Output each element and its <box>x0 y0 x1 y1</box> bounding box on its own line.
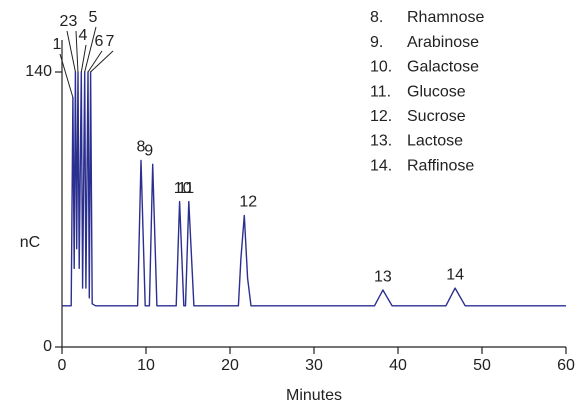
leader-line <box>87 50 103 73</box>
leader-line <box>80 44 87 73</box>
peak-label: 11 <box>178 180 195 197</box>
leader-line <box>59 53 74 98</box>
legend-number: 9. <box>370 34 383 51</box>
trace <box>62 71 566 307</box>
legend-number: 14. <box>370 157 392 174</box>
peak-label: 10 <box>174 180 192 197</box>
peak-label: 14 <box>446 266 464 283</box>
x-tick-label: 40 <box>389 357 407 374</box>
y-tick-label: 0 <box>43 338 52 355</box>
peak-label: 9 <box>144 143 153 160</box>
y-tick-label: 140 <box>25 63 52 80</box>
peak-label: 6 <box>95 33 104 50</box>
x-tick-label: 20 <box>221 357 239 374</box>
x-tick-label: 50 <box>473 357 491 374</box>
legend-name: Raffinose <box>407 157 474 174</box>
legend-name: Lactose <box>407 133 463 150</box>
leader-line <box>84 26 97 73</box>
peak-label: 5 <box>89 9 98 26</box>
legend-number: 10. <box>370 59 392 76</box>
x-tick-label: 10 <box>137 357 155 374</box>
peak-label: 2 <box>60 13 69 30</box>
leader-line <box>66 30 76 73</box>
leader-line <box>90 50 114 73</box>
legend-name: Rhamnose <box>407 9 484 26</box>
x-tick-label: 60 <box>557 357 575 374</box>
peak-label: 12 <box>239 194 257 211</box>
x-axis-title: Minutes <box>286 387 342 404</box>
legend-number: 8. <box>370 9 383 26</box>
legend-number: 11. <box>370 83 391 100</box>
legend-name: Glucose <box>407 83 466 100</box>
peak-label: 13 <box>374 268 392 285</box>
legend-number: 12. <box>370 108 392 125</box>
x-tick-label: 30 <box>305 357 323 374</box>
peak-label: 8 <box>137 139 146 156</box>
peak-label: 4 <box>79 27 88 44</box>
leader-line <box>75 30 79 73</box>
legend-number: 13. <box>370 133 392 150</box>
peak-label: 3 <box>69 13 78 30</box>
peak-label: 1 <box>53 36 62 53</box>
peak-label: 7 <box>106 33 115 50</box>
x-tick-label: 0 <box>58 357 67 374</box>
legend-name: Sucrose <box>407 108 466 125</box>
legend-name: Arabinose <box>407 34 479 51</box>
y-axis-title: nC <box>20 234 40 251</box>
legend-name: Galactose <box>407 59 479 76</box>
